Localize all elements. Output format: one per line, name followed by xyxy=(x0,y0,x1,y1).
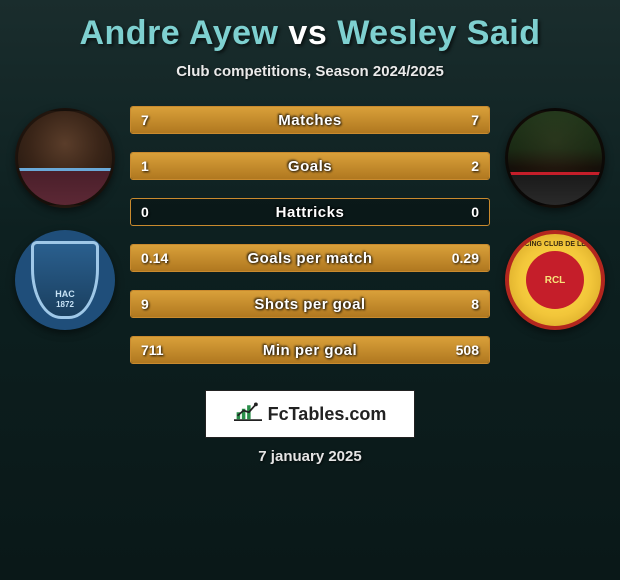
brand-logo[interactable]: FcTables.com xyxy=(205,390,415,438)
stats-column: 77Matches 12Goals 00Hattricks 0.140.29Goals… xyxy=(120,98,500,382)
club1-badge: HAC 1872 xyxy=(15,230,115,330)
title-player2: Wesley Said xyxy=(337,14,540,52)
brand-text: FcTables.com xyxy=(268,404,387,425)
title-vs: vs xyxy=(288,14,327,52)
stat-row: 00Hattricks xyxy=(130,198,490,226)
title-player1: Andre Ayew xyxy=(79,14,278,52)
stat-row: 77Matches xyxy=(130,106,490,134)
stat-row: 12Goals xyxy=(130,152,490,180)
club1-abbrev: HAC 1872 xyxy=(55,290,75,310)
right-column: SAMSIC RACING CLUB DE LENS RCL xyxy=(500,98,610,330)
subtitle: Club competitions, Season 2024/2025 xyxy=(10,63,610,80)
main-layout: HAC 1872 77Matches 12Goals 00Hattricks 0.14… xyxy=(10,98,610,382)
club1-shield: HAC 1872 xyxy=(31,241,99,319)
stat-label: Min per goal xyxy=(131,337,489,363)
club2-abbrev: RCL xyxy=(526,251,584,309)
player1-avatar xyxy=(15,108,115,208)
stat-label: Goals per match xyxy=(131,245,489,271)
club2-badge: RACING CLUB DE LENS RCL xyxy=(505,230,605,330)
stat-label: Matches xyxy=(131,107,489,133)
brand-icon xyxy=(234,400,262,428)
page-title: Andre Ayew vs Wesley Said xyxy=(10,14,610,53)
player2-sponsor: SAMSIC xyxy=(536,190,573,199)
stat-label: Goals xyxy=(131,153,489,179)
stat-row: 711508Min per goal xyxy=(130,336,490,364)
stat-label: Hattricks xyxy=(131,199,489,225)
stat-label: Shots per goal xyxy=(131,291,489,317)
date-text: 7 january 2025 xyxy=(10,448,610,465)
stat-row: 98Shots per goal xyxy=(130,290,490,318)
club2-fullname: RACING CLUB DE LENS xyxy=(509,241,601,248)
left-column: HAC 1872 xyxy=(10,98,120,330)
comparison-card: Andre Ayew vs Wesley Said Club competiti… xyxy=(0,0,620,580)
stat-row: 0.140.29Goals per match xyxy=(130,244,490,272)
player2-avatar: SAMSIC xyxy=(505,108,605,208)
